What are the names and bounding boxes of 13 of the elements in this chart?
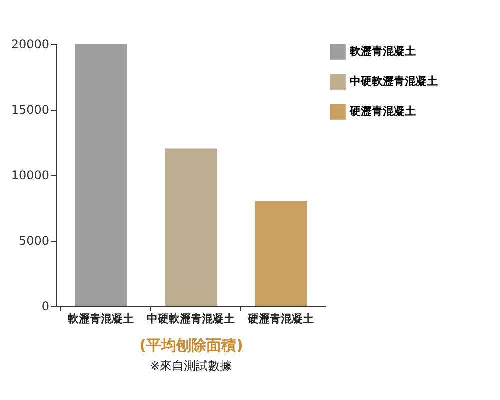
- x-tick-label: 硬瀝青混凝土: [247, 312, 314, 326]
- legend-label: 硬瀝青混凝土: [349, 105, 416, 118]
- legend-label: 軟瀝青混凝土: [349, 45, 416, 58]
- x-axis-title: (平均刨除面積): [140, 336, 244, 354]
- y-tick-label: 10000: [11, 168, 50, 182]
- legend-label: 中硬軟瀝青混凝土: [350, 75, 438, 88]
- y-tick-label: 5000: [18, 234, 50, 248]
- text: ※來自測試數據: [150, 359, 232, 373]
- y-tick-label: 15000: [11, 103, 50, 117]
- y-tick-label: 20000: [11, 38, 50, 52]
- y-tick-label: 0: [42, 300, 50, 314]
- x-tick-label: 軟瀝青混凝土: [67, 312, 134, 326]
- x-tick-label: 中硬軟瀝青混凝土: [147, 312, 235, 326]
